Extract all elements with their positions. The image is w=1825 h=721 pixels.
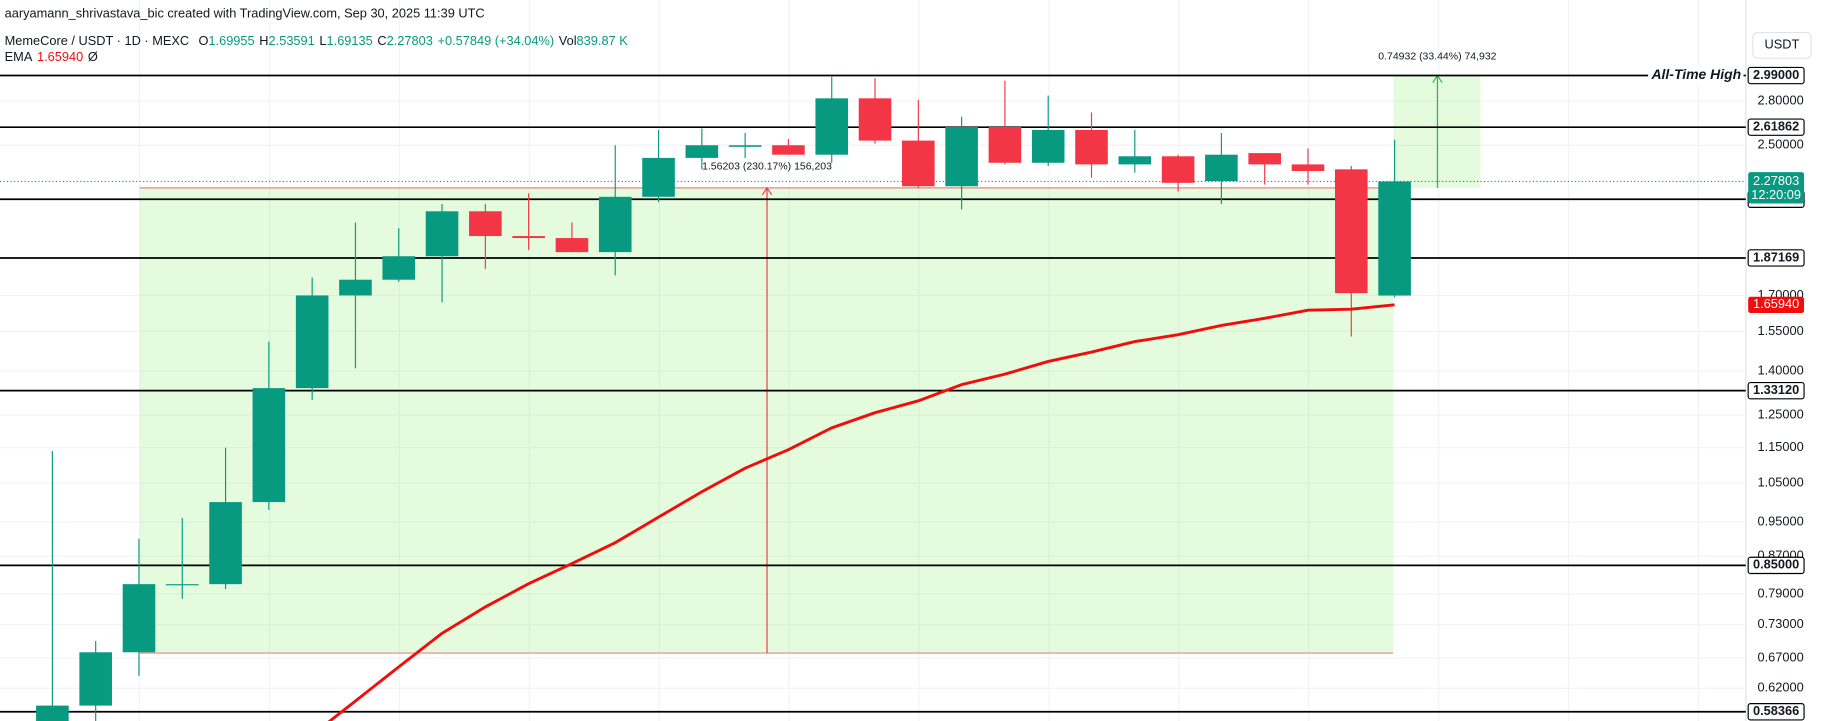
level-tag-label: 2.61862: [1753, 119, 1799, 134]
ohlc-label: O: [198, 33, 208, 48]
measure-label: 1.56203 (230.17%) 156,203: [702, 162, 832, 173]
y-tick-label: 1.15000: [1757, 439, 1803, 454]
candle-body: [425, 211, 459, 257]
candle-body: [36, 705, 69, 721]
y-tick-label: 0.73000: [1757, 616, 1803, 631]
candle-body: [1075, 129, 1108, 165]
ema-legend: EMA 1.65940 Ø: [5, 50, 98, 65]
ath-label-bg: [1648, 66, 1744, 85]
candle-body: [1378, 181, 1411, 296]
level-tag-label: 0.58366: [1753, 703, 1799, 718]
candle-body: [1334, 169, 1368, 294]
plot-area: 1.56203 (230.17%) 156,203 0.74932 (33.44%…: [0, 52, 1746, 721]
y-tick-label: 0.95000: [1757, 513, 1803, 528]
candle-body: [728, 145, 762, 147]
price-axis: 2.800002.500001.700001.550001.400001.250…: [1747, 66, 1805, 721]
candle-body: [902, 140, 935, 187]
ohlc-value: 2.27803: [387, 33, 433, 48]
ema-tag-label: 1.65940: [1753, 296, 1799, 311]
level-tag-label: 0.85000: [1753, 557, 1799, 572]
y-tick-label: 1.40000: [1757, 362, 1803, 377]
y-tick-label: 0.62000: [1757, 680, 1803, 695]
candle-body: [858, 98, 892, 141]
level-tag: [1747, 249, 1805, 267]
price-tag-value: 2.27803: [1753, 173, 1799, 188]
level-tag: [1747, 703, 1805, 721]
symbol: MemeCore / USDT · 1D · MEXC: [5, 33, 190, 48]
y-tick-label: 1.55000: [1757, 323, 1803, 338]
ohlc-value: 1.69135: [327, 33, 373, 48]
ohlc-label: C: [377, 33, 386, 48]
candle-body: [1118, 156, 1152, 165]
candle-body: [598, 196, 632, 253]
ohlc-value: 1.69955: [208, 33, 254, 48]
ohlc-label: H: [259, 33, 268, 48]
change: +0.57849 (+34.04%): [438, 33, 555, 48]
candle-body: [772, 145, 805, 155]
level-tag-label: 2.99000: [1753, 67, 1799, 82]
ema-tag: [1748, 296, 1805, 313]
y-tick-label: 0.67000: [1757, 649, 1803, 664]
candle-body: [1248, 153, 1281, 165]
currency[interactable]: USDT: [1765, 37, 1800, 52]
measure-label: 0.74932 (33.44%) 74,932: [1378, 52, 1496, 63]
ohlc-value: 2.53591: [269, 33, 315, 48]
legend: aaryamann_shrivastava_bic created with T…: [5, 5, 1812, 65]
volume-label: Vol: [559, 33, 577, 48]
price-tag: [1748, 172, 1805, 204]
grid: [0, 0, 1746, 721]
candle-body: [1031, 129, 1065, 163]
candle-body: [1161, 156, 1195, 183]
ema-value: 1.65940: [37, 50, 83, 65]
y-tick-label: 2.80000: [1757, 92, 1803, 107]
y-tick-label: 0.79000: [1757, 585, 1803, 600]
ema-line: [327, 303, 1395, 721]
candle-body: [642, 157, 675, 197]
level-tag-label: 1.87169: [1753, 249, 1799, 264]
candle-body: [1205, 154, 1238, 182]
candle-body: [1291, 164, 1325, 171]
level-tag: [1747, 381, 1805, 400]
candle-body: [685, 145, 719, 158]
candle-body: [815, 98, 849, 155]
ath-label: All-Time High: [1650, 66, 1741, 82]
candle-body: [79, 652, 112, 706]
y-tick-label: 1.25000: [1757, 407, 1803, 422]
level-tag: [1747, 66, 1805, 85]
candle-body: [382, 256, 416, 280]
candle-body: [339, 279, 372, 296]
measure-arrowhead: [761, 186, 773, 196]
ema-symbol: Ø: [88, 50, 98, 65]
candle-body: [469, 211, 502, 237]
candle-body: [295, 295, 329, 389]
candle-body: [988, 126, 1022, 163]
countdown: 12:20:09: [1751, 187, 1801, 202]
level-tag: [1747, 118, 1805, 136]
level-tag-label: 1.33120: [1753, 382, 1799, 397]
candle-body: [555, 238, 589, 253]
candle-body: [165, 584, 199, 586]
volume: 839.87 K: [577, 33, 629, 48]
credit: aaryamann_shrivastava_bic created with T…: [5, 5, 485, 20]
level-tag: [1747, 556, 1805, 575]
candle-body: [209, 502, 242, 585]
y-tick-label: 1.05000: [1757, 474, 1803, 489]
y-tick-label: 2.50000: [1757, 137, 1803, 152]
candle-body: [252, 388, 286, 503]
ohlc-label: L: [319, 33, 326, 48]
candle-body: [122, 584, 156, 653]
currency-button[interactable]: [1752, 31, 1812, 59]
candle-body: [945, 126, 978, 187]
ema-name: EMA: [5, 50, 33, 65]
candle-body: [512, 236, 545, 239]
symbol-legend: MemeCore / USDT · 1D · MEXC O1.69955 H2.53…: [5, 33, 629, 48]
